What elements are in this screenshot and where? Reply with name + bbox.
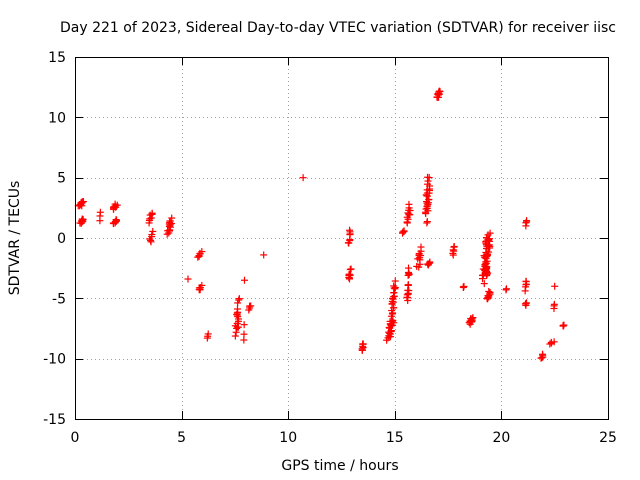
data-point: [485, 287, 493, 295]
y-tick-label: 10: [48, 110, 66, 126]
data-point: [240, 330, 248, 338]
data-point: [424, 177, 432, 185]
data-point: [359, 340, 367, 348]
data-point: [299, 174, 307, 182]
data-point: [168, 214, 176, 222]
data-point: [546, 340, 554, 348]
data-point: [240, 321, 248, 329]
data-point: [415, 251, 423, 259]
data-point: [77, 199, 85, 207]
data-point: [235, 295, 243, 303]
data-point: [78, 198, 86, 206]
y-axis-label: SDTVAR / TECUs: [7, 181, 23, 296]
y-tick-labels: -15 -10 -5 0 5 10 15: [43, 50, 66, 428]
data-point: [405, 206, 413, 214]
data-point: [233, 309, 241, 317]
data-point: [483, 263, 491, 271]
data-point: [231, 332, 239, 340]
x-tick-labels: 0 5 10 15 20 25: [71, 430, 617, 446]
data-point: [346, 237, 354, 245]
data-point: [423, 203, 431, 211]
data-point: [483, 241, 491, 249]
data-point: [405, 264, 413, 272]
x-tick-label: 15: [386, 430, 404, 446]
data-point: [346, 226, 354, 234]
data-point: [204, 330, 212, 338]
data-point: [113, 201, 121, 209]
data-point: [198, 281, 206, 289]
y-tick-label: -15: [43, 412, 66, 428]
x-axis-label: GPS time / hours: [281, 458, 398, 474]
y-tick-label: 15: [48, 50, 66, 66]
data-point: [417, 243, 425, 251]
x-tick-label: 20: [492, 430, 510, 446]
data-point: [523, 217, 531, 225]
x-tick-label: 0: [71, 430, 80, 446]
data-point: [404, 281, 412, 289]
x-tick-label: 25: [599, 430, 617, 446]
data-point: [486, 229, 494, 237]
data-point: [234, 323, 242, 331]
data-point: [147, 236, 155, 244]
data-point: [450, 242, 458, 250]
data-point: [550, 338, 558, 346]
data-point: [96, 208, 104, 216]
y-tick-label: 0: [57, 231, 66, 247]
data-point: [148, 209, 156, 217]
data-point: [148, 231, 156, 239]
data-point: [78, 215, 86, 223]
data-point: [113, 216, 121, 224]
x-tick-label: 10: [279, 430, 297, 446]
data-point: [550, 300, 558, 308]
data-point: [347, 265, 355, 273]
data-point: [425, 195, 433, 203]
data-point: [149, 227, 157, 235]
data-point: [502, 285, 510, 293]
data-point: [522, 277, 530, 285]
data-point: [405, 200, 413, 208]
data-point: [184, 275, 192, 283]
data-point: [551, 282, 559, 290]
data-point: [235, 315, 243, 323]
data-point: [486, 288, 494, 296]
data-point: [400, 227, 408, 235]
grid-lines: [75, 57, 608, 419]
data-point: [234, 299, 242, 307]
data-point: [436, 87, 444, 95]
data-point: [345, 270, 353, 278]
y-tick-label: -10: [43, 352, 66, 368]
plot-frame: [75, 57, 609, 420]
data-point: [423, 218, 431, 226]
data-point: [560, 321, 568, 329]
data-point: [468, 315, 476, 323]
data-points: [74, 87, 568, 362]
data-point: [480, 280, 488, 288]
y-tick-label: 5: [57, 171, 66, 187]
data-point: [426, 258, 434, 266]
data-point: [539, 350, 547, 358]
data-point: [240, 276, 248, 284]
data-point: [483, 234, 491, 242]
data-point: [523, 299, 531, 307]
data-point: [482, 255, 490, 263]
x-tick-label: 5: [177, 430, 186, 446]
chart-title: Day 221 of 2023, Sidereal Day-to-day VTE…: [60, 20, 616, 36]
y-tick-label: -5: [52, 291, 66, 307]
data-point: [426, 182, 434, 190]
data-point: [390, 319, 398, 327]
data-point: [460, 282, 468, 290]
data-point: [247, 302, 255, 310]
data-point: [424, 207, 432, 215]
data-point: [390, 284, 398, 292]
data-point: [469, 314, 477, 322]
data-point: [260, 251, 268, 259]
data-point: [391, 277, 399, 285]
data-point: [198, 248, 206, 256]
